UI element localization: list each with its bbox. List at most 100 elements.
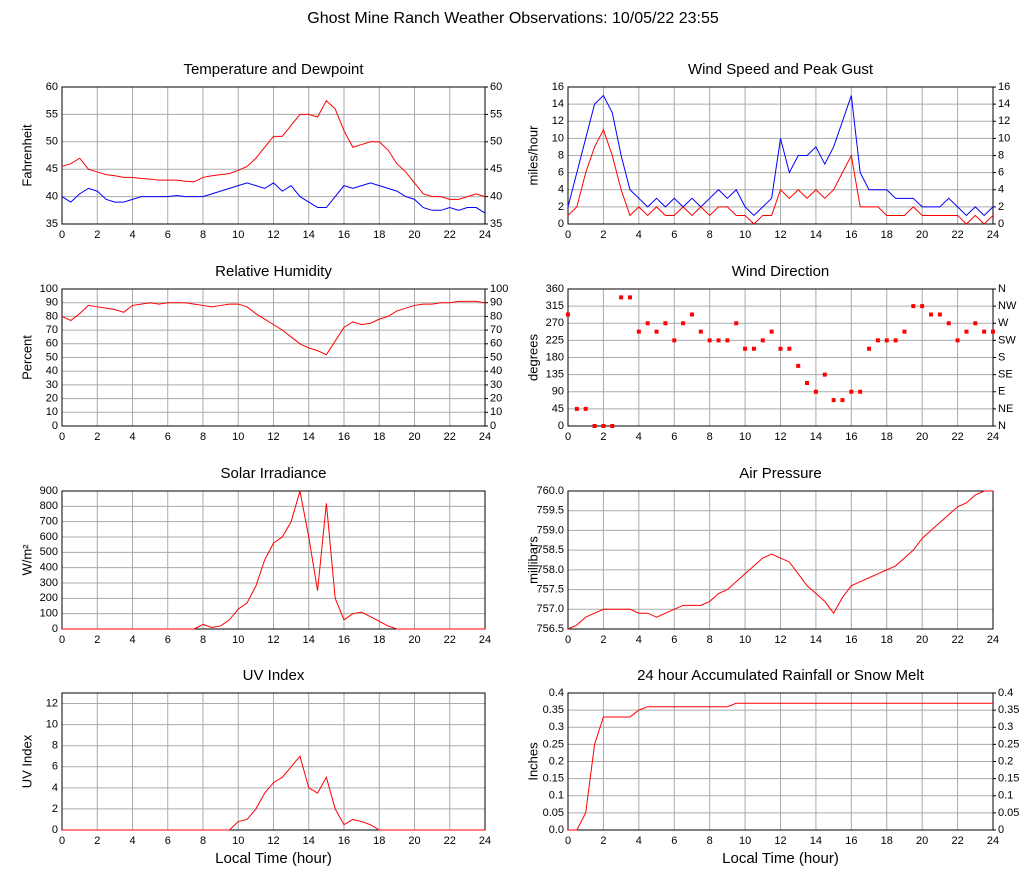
x-tick-label: 22 [951, 229, 963, 241]
y-tick-label: 600 [40, 531, 58, 543]
data-point [964, 329, 969, 334]
x-tick-label: 0 [565, 229, 571, 241]
x-tick-label: 4 [129, 634, 135, 646]
data-point [805, 380, 810, 385]
plot-frame [567, 490, 994, 630]
y2-tick-label: SW [998, 334, 1016, 346]
y2-tick-label: 50 [490, 136, 502, 148]
y-tick-label: 2 [558, 201, 564, 213]
y2-tick-label: 0.15 [998, 773, 1019, 785]
data-point [831, 398, 836, 403]
data-point [583, 406, 588, 411]
y-tick-label: 135 [546, 369, 564, 381]
y-tick-label: 758.5 [536, 544, 564, 556]
data-line [567, 94, 994, 217]
data-point [813, 389, 818, 394]
x-tick-label: 16 [845, 634, 857, 646]
x-tick-label: 2 [600, 229, 606, 241]
x-tick-label: 22 [444, 835, 456, 847]
data-point [982, 329, 987, 334]
y2-tick-label: 2 [998, 201, 1004, 213]
y-tick-label: 800 [40, 500, 58, 512]
y-tick-label: 500 [40, 546, 58, 558]
data-point [858, 389, 863, 394]
y-tick-label: 90 [552, 386, 564, 398]
chart-title: Relative Humidity [215, 263, 332, 280]
x-tick-label: 6 [165, 431, 171, 443]
x-tick-label: 14 [303, 835, 315, 847]
data-point [840, 398, 845, 403]
y2-tick-label: 6 [998, 167, 1004, 179]
x-tick-label: 18 [881, 634, 893, 646]
x-tick-label: 20 [408, 229, 420, 241]
x-tick-label: 12 [267, 431, 279, 443]
x-axis-label: Local Time (hour) [215, 850, 332, 867]
data-point [681, 321, 686, 326]
x-tick-label: 0 [59, 835, 65, 847]
x-tick-label: 10 [739, 634, 751, 646]
x-tick-label: 12 [774, 835, 786, 847]
y-tick-label: 80 [46, 310, 58, 322]
y2-tick-label: 4 [998, 184, 1004, 196]
y-tick-label: 100 [40, 283, 58, 295]
x-tick-label: 14 [810, 835, 822, 847]
y-tick-label: 0.05 [543, 807, 564, 819]
y-tick-label: 0.25 [543, 738, 564, 750]
x-tick-label: 8 [200, 634, 206, 646]
x-tick-label: 24 [479, 835, 491, 847]
x-tick-label: 16 [338, 229, 350, 241]
y-tick-label: 300 [40, 577, 58, 589]
y2-tick-label: 0.25 [998, 738, 1019, 750]
data-point [893, 338, 898, 343]
y2-tick-label: 70 [490, 324, 502, 336]
y-tick-label: 45 [46, 163, 58, 175]
x-tick-label: 2 [600, 835, 606, 847]
x-tick-label: 20 [916, 431, 928, 443]
x-tick-label: 0 [59, 229, 65, 241]
y-tick-label: 700 [40, 516, 58, 528]
x-tick-label: 4 [636, 431, 642, 443]
x-tick-label: 24 [987, 835, 999, 847]
y2-tick-label: NE [998, 403, 1013, 415]
y-tick-label: 16 [552, 81, 564, 93]
plot-frame [567, 692, 994, 831]
y2-tick-label: 30 [490, 379, 502, 391]
y-tick-label: 90 [46, 297, 58, 309]
y2-tick-label: 0 [998, 218, 1004, 230]
x-tick-label: 10 [232, 431, 244, 443]
y2-tick-label: 10 [998, 132, 1010, 144]
data-point [849, 389, 854, 394]
y2-tick-label: 16 [998, 81, 1010, 93]
x-tick-label: 2 [600, 634, 606, 646]
data-point [566, 312, 570, 317]
y-tick-label: 0 [52, 420, 58, 432]
y2-tick-label: 40 [490, 191, 502, 203]
plot-frame [61, 692, 486, 831]
x-tick-label: 0 [565, 431, 571, 443]
y2-tick-label: 0.3 [998, 721, 1013, 733]
x-tick-label: 10 [739, 835, 751, 847]
y-tick-label: 8 [558, 149, 564, 161]
x-tick-label: 8 [200, 431, 206, 443]
x-tick-label: 22 [444, 229, 456, 241]
data-point [937, 312, 942, 317]
x-tick-label: 12 [774, 229, 786, 241]
x-tick-label: 24 [479, 229, 491, 241]
x-tick-label: 2 [94, 634, 100, 646]
y-axis-label: W/m² [19, 544, 34, 576]
y-tick-label: 0.0 [549, 824, 564, 836]
x-tick-label: 2 [94, 229, 100, 241]
y2-tick-label: 0.4 [998, 687, 1013, 699]
data-line [61, 300, 486, 356]
x-tick-label: 20 [408, 431, 420, 443]
data-point [787, 346, 792, 351]
x-tick-label: 20 [408, 634, 420, 646]
x-tick-label: 24 [479, 634, 491, 646]
y2-tick-label: 55 [490, 108, 502, 120]
y-tick-label: 30 [46, 379, 58, 391]
y-tick-label: 10 [46, 719, 58, 731]
y2-tick-label: E [998, 386, 1005, 398]
data-point [796, 363, 801, 368]
y-tick-label: 0 [52, 824, 58, 836]
y-tick-label: 60 [46, 338, 58, 350]
